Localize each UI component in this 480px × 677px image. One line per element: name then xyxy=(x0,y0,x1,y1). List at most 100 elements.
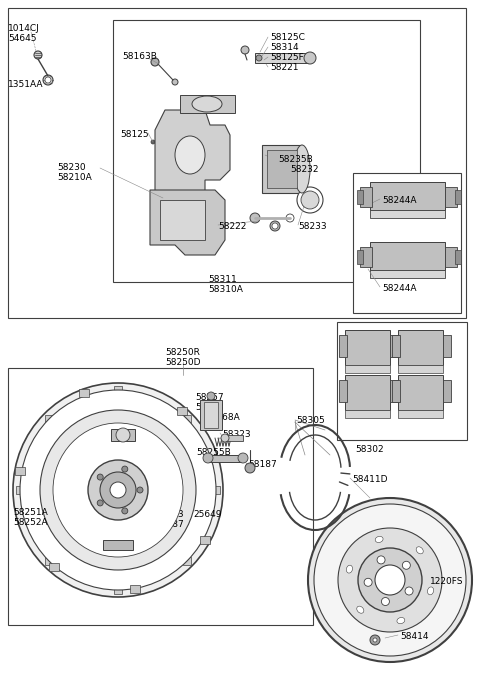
Circle shape xyxy=(221,434,229,442)
Bar xyxy=(113,20,420,282)
Circle shape xyxy=(256,55,262,61)
Text: 58233: 58233 xyxy=(298,222,326,231)
Ellipse shape xyxy=(88,460,148,520)
Bar xyxy=(370,182,445,210)
Polygon shape xyxy=(155,110,230,230)
Bar xyxy=(445,247,457,267)
Circle shape xyxy=(270,221,280,231)
Bar xyxy=(14,467,24,475)
Text: 58323: 58323 xyxy=(222,430,251,439)
Bar xyxy=(200,536,210,544)
Bar xyxy=(353,173,461,313)
Ellipse shape xyxy=(375,565,405,595)
Bar xyxy=(445,187,457,207)
Ellipse shape xyxy=(301,191,319,209)
Bar xyxy=(208,455,243,462)
Circle shape xyxy=(241,46,249,54)
Ellipse shape xyxy=(175,136,205,174)
Bar xyxy=(180,95,235,113)
Bar xyxy=(360,247,372,267)
Bar xyxy=(390,380,398,402)
Ellipse shape xyxy=(13,383,223,597)
Text: 58235B: 58235B xyxy=(278,155,313,164)
Circle shape xyxy=(364,578,372,586)
Text: 58125: 58125 xyxy=(120,130,149,139)
Ellipse shape xyxy=(314,504,466,656)
Text: 58251A: 58251A xyxy=(13,508,48,517)
Bar xyxy=(345,410,390,418)
Circle shape xyxy=(238,453,248,463)
Text: 58125C: 58125C xyxy=(270,33,305,42)
Text: 58250D: 58250D xyxy=(165,358,201,367)
Bar xyxy=(49,563,59,571)
Text: 58230: 58230 xyxy=(57,163,85,172)
Circle shape xyxy=(203,453,213,463)
Circle shape xyxy=(151,140,155,144)
Circle shape xyxy=(373,638,377,642)
Text: 1014CJ: 1014CJ xyxy=(8,24,40,33)
Bar xyxy=(131,586,140,594)
Text: 58244A: 58244A xyxy=(382,196,417,205)
Bar xyxy=(267,150,297,188)
Bar xyxy=(79,389,89,397)
Polygon shape xyxy=(150,190,225,255)
Bar xyxy=(357,250,363,264)
Text: 58302: 58302 xyxy=(355,445,384,454)
Circle shape xyxy=(122,508,128,514)
Bar xyxy=(114,586,122,594)
Bar xyxy=(398,410,443,418)
Ellipse shape xyxy=(116,428,130,442)
Bar xyxy=(345,365,390,373)
Text: 58311: 58311 xyxy=(208,275,237,284)
Text: 58210A: 58210A xyxy=(57,173,92,182)
Bar xyxy=(370,270,445,278)
Text: 58187: 58187 xyxy=(155,520,184,529)
Ellipse shape xyxy=(110,482,126,498)
Circle shape xyxy=(370,635,380,645)
Bar xyxy=(345,375,390,410)
Ellipse shape xyxy=(428,587,433,595)
Ellipse shape xyxy=(358,548,422,612)
Bar xyxy=(339,380,347,402)
Circle shape xyxy=(272,223,278,229)
Circle shape xyxy=(245,463,255,473)
Bar xyxy=(262,145,302,193)
Ellipse shape xyxy=(100,472,136,508)
Circle shape xyxy=(34,51,42,59)
Bar xyxy=(8,8,466,318)
Circle shape xyxy=(405,587,413,595)
Circle shape xyxy=(304,52,316,64)
Text: 58244A: 58244A xyxy=(382,284,417,293)
Bar xyxy=(455,250,461,264)
Circle shape xyxy=(122,466,128,472)
Text: 58163B: 58163B xyxy=(122,52,157,61)
Text: 58232: 58232 xyxy=(290,165,319,174)
Ellipse shape xyxy=(53,423,183,557)
Bar xyxy=(398,365,443,373)
Bar xyxy=(255,53,310,63)
Bar xyxy=(455,190,461,204)
Circle shape xyxy=(408,580,412,584)
Bar xyxy=(45,556,53,565)
Text: 58221: 58221 xyxy=(270,63,299,72)
Text: 58187: 58187 xyxy=(248,460,277,469)
Bar xyxy=(398,375,443,410)
Text: 58268A: 58268A xyxy=(205,413,240,422)
Bar xyxy=(443,380,451,402)
Circle shape xyxy=(151,58,159,66)
Text: 58305: 58305 xyxy=(296,416,325,425)
Ellipse shape xyxy=(347,565,352,573)
Text: 58222: 58222 xyxy=(218,222,246,231)
Bar xyxy=(183,415,192,423)
Text: 58323: 58323 xyxy=(155,510,184,519)
Bar xyxy=(200,400,222,430)
Ellipse shape xyxy=(357,606,364,613)
Text: 58255B: 58255B xyxy=(196,448,231,457)
Bar xyxy=(111,429,135,441)
Bar xyxy=(212,486,220,494)
Bar xyxy=(370,242,445,270)
Text: 58310A: 58310A xyxy=(208,285,243,294)
Bar xyxy=(16,486,24,494)
Ellipse shape xyxy=(338,528,442,632)
Bar xyxy=(339,335,347,357)
